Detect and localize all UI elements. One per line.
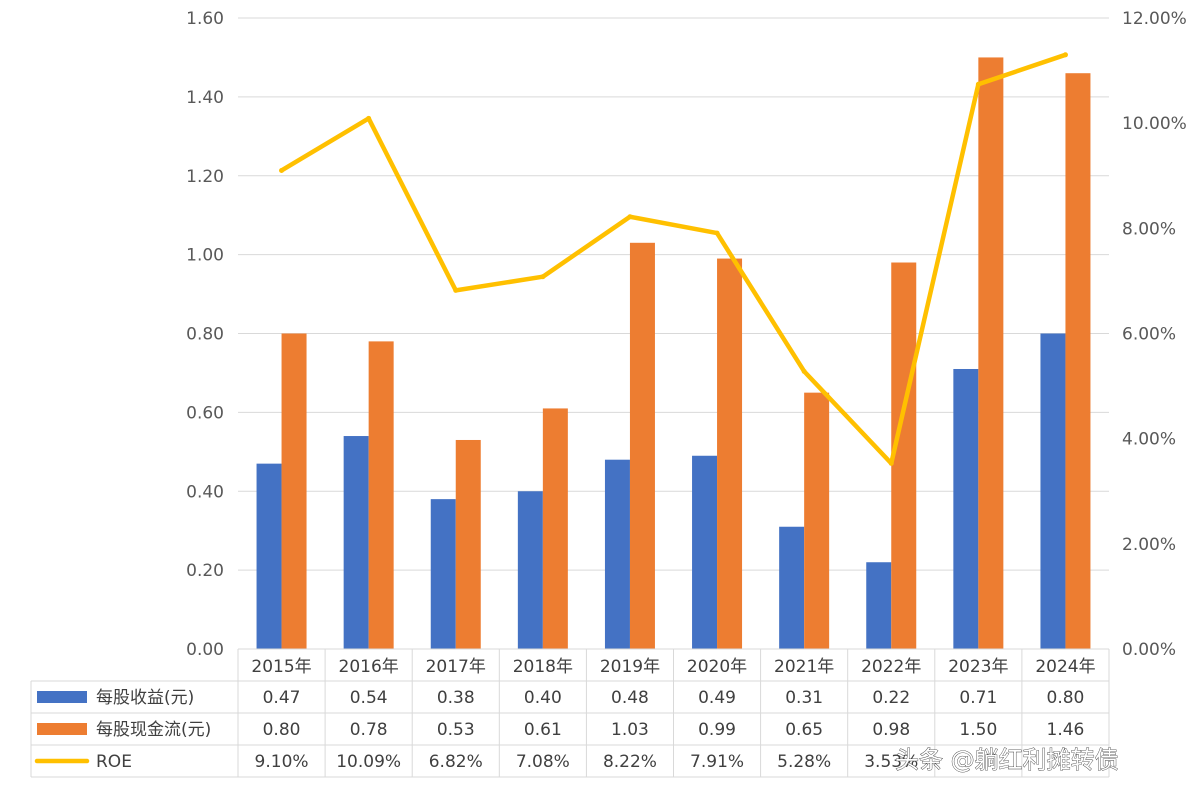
legend-label: 每股现金流(元) [96, 720, 211, 740]
data-label: 1.50 [959, 720, 997, 740]
cashflow-bar [629, 242, 655, 649]
data-label: 7.08% [516, 752, 570, 772]
data-label: 8.22% [603, 752, 657, 772]
data-label: 0.49 [698, 688, 736, 708]
y-left-tick-label: 0.20 [186, 561, 224, 581]
y-right-tick-label: 8.00% [1122, 219, 1176, 239]
y-left-tick-label: 0.00 [186, 640, 224, 660]
category-label: 2015年 [251, 657, 311, 677]
y-right-tick-label: 6.00% [1122, 325, 1176, 345]
category-label: 2023年 [948, 657, 1008, 677]
data-label: 9.10% [255, 752, 309, 772]
category-label: 2017年 [426, 657, 486, 677]
data-label: 1.46 [1047, 720, 1085, 740]
cashflow-bar [804, 392, 830, 649]
y-left-tick-label: 0.40 [186, 482, 224, 502]
roe-point [1062, 52, 1068, 58]
data-label: 5.28% [777, 752, 831, 772]
cashflow-bar [978, 57, 1004, 649]
data-label: 0.98 [872, 720, 910, 740]
data-label: 0.22 [872, 688, 910, 708]
bars [256, 57, 1091, 649]
eps-bar [692, 455, 718, 649]
eps-bar [779, 526, 805, 649]
left-axis-ticks: 0.00 0.20 0.40 0.60 0.80 1.00 1.20 1.40 1.60 [186, 9, 224, 660]
y-left-tick-label: 0.60 [186, 403, 224, 423]
cashflow-bar [542, 408, 568, 649]
data-label: 0.48 [611, 688, 649, 708]
data-label: 0.38 [437, 688, 475, 708]
data-label: 0.40 [524, 688, 562, 708]
category-label: 2022年 [861, 657, 921, 677]
y-left-tick-label: 1.60 [186, 9, 224, 29]
right-axis-ticks: 0.00% 2.00% 4.00% 6.00% 8.00% 10.00% 12.00% [1122, 9, 1187, 660]
data-label: 7.91% [690, 752, 744, 772]
data-label: 0.31 [785, 688, 823, 708]
legend-key [37, 723, 87, 735]
eps-bar [604, 459, 630, 649]
roe-point [975, 81, 981, 87]
y-right-tick-label: 4.00% [1122, 430, 1176, 450]
data-label: 6.82% [429, 752, 483, 772]
roe-series-line [279, 52, 1068, 466]
data-label: 0.78 [350, 720, 388, 740]
category-label: 2018年 [513, 657, 573, 677]
y-right-tick-label: 10.00% [1122, 114, 1187, 134]
data-label: 10.09% [336, 752, 401, 772]
roe-point [540, 274, 546, 280]
y-right-tick-label: 0.00% [1122, 640, 1176, 660]
cashflow-bar [717, 258, 743, 649]
roe-point [627, 214, 633, 220]
eps-bar [866, 562, 892, 649]
data-label: 0.99 [698, 720, 736, 740]
data-label: 0.47 [263, 688, 301, 708]
data-label: 1.03 [611, 720, 649, 740]
data-table: 2015年 2016年 2017年 2018年 2019年 2020年 2021年 2022年… [30, 648, 1110, 778]
y-right-tick-label: 12.00% [1122, 9, 1187, 29]
legend-key [37, 691, 87, 703]
cashflow-bar [455, 439, 481, 649]
legend-label: 每股收益(元) [96, 688, 194, 708]
roe-point [714, 230, 720, 236]
eps-bar [953, 368, 979, 649]
legend-label: ROE [96, 752, 132, 772]
eps-bar [1040, 333, 1066, 649]
roe-point [366, 115, 372, 121]
cashflow-bar [368, 341, 394, 649]
cashflow-bar [891, 262, 917, 649]
y-left-tick-label: 1.20 [186, 167, 224, 187]
cashflow-bar [1065, 73, 1091, 649]
y-left-tick-label: 1.40 [186, 88, 224, 108]
data-label: 0.80 [1047, 688, 1085, 708]
category-label: 2020年 [687, 657, 747, 677]
roe-point [801, 368, 807, 374]
roe-line [279, 52, 1068, 466]
eps-bar [517, 491, 543, 649]
y-right-tick-label: 2.00% [1122, 535, 1176, 555]
category-label: 2021年 [774, 657, 834, 677]
roe-point [888, 460, 894, 466]
watermark: 头条 @躺红利摊转债 [895, 746, 1119, 774]
category-label: 2019年 [600, 657, 660, 677]
data-label: 3.53% [864, 752, 918, 772]
data-label: 0.80 [263, 720, 301, 740]
category-label: 2024年 [1035, 657, 1095, 677]
roe-point [453, 287, 459, 293]
data-label: 0.54 [350, 688, 388, 708]
category-label: 2016年 [339, 657, 399, 677]
eps-bar [430, 499, 456, 649]
y-left-tick-label: 1.00 [186, 246, 224, 266]
data-label: 0.53 [437, 720, 475, 740]
eps-bar [256, 463, 282, 649]
data-label: 0.65 [785, 720, 823, 740]
y-left-tick-label: 0.80 [186, 325, 224, 345]
data-label: 0.71 [959, 688, 997, 708]
roe-point [279, 167, 285, 173]
eps-bar [343, 436, 369, 649]
data-label: 0.61 [524, 720, 562, 740]
cashflow-bar [281, 333, 307, 649]
